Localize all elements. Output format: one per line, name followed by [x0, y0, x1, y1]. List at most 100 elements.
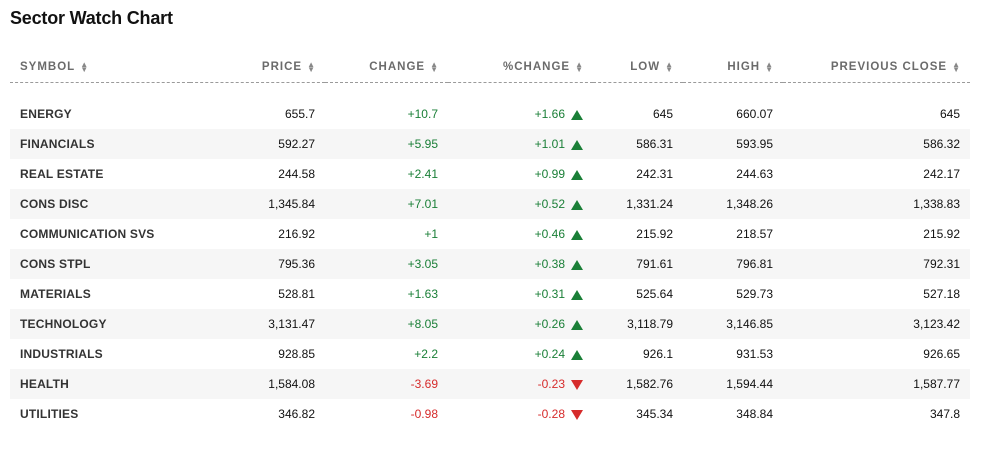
- symbol-cell[interactable]: INDUSTRIALS: [10, 339, 190, 369]
- pct-change-value: +0.26: [534, 317, 565, 331]
- table-body: ENERGY 655.7 +10.7 +1.66 645 660.07 645 …: [10, 83, 970, 429]
- symbol-cell[interactable]: REAL ESTATE: [10, 159, 190, 189]
- pct-change-cell: -0.23: [448, 369, 593, 399]
- header-spacer: [10, 83, 970, 100]
- high-cell: 931.53: [683, 339, 783, 369]
- symbol-cell[interactable]: UTILITIES: [10, 399, 190, 429]
- high-cell: 3,146.85: [683, 309, 783, 339]
- column-header-previous-close[interactable]: PREVIOUS CLOSE ▲ ▼: [830, 59, 960, 74]
- price-cell: 1,345.84: [190, 189, 325, 219]
- high-cell: 660.07: [683, 99, 783, 129]
- previous-close-cell: 215.92: [783, 219, 970, 249]
- pct-change-value: -0.28: [537, 407, 565, 421]
- pct-change-value: +0.38: [534, 257, 565, 271]
- price-cell: 528.81: [190, 279, 325, 309]
- symbol-cell[interactable]: CONS DISC: [10, 189, 190, 219]
- arrow-up-icon: [571, 289, 583, 300]
- change-cell: +10.7: [325, 99, 448, 129]
- change-cell: +2.41: [325, 159, 448, 189]
- table-row[interactable]: COMMUNICATION SVS 216.92 +1 +0.46 215.92…: [10, 219, 970, 249]
- change-cell: -3.69: [325, 369, 448, 399]
- arrow-up-icon: [571, 109, 583, 120]
- price-cell: 795.36: [190, 249, 325, 279]
- change-cell: +2.2: [325, 339, 448, 369]
- price-cell: 216.92: [190, 219, 325, 249]
- high-cell: 796.81: [683, 249, 783, 279]
- pct-change-value: +1.66: [534, 107, 565, 121]
- sort-up-down-icon[interactable]: ▲ ▼: [575, 59, 583, 74]
- low-cell: 645: [593, 99, 683, 129]
- symbol-cell[interactable]: ENERGY: [10, 99, 190, 129]
- sort-up-down-icon[interactable]: ▲ ▼: [765, 59, 773, 74]
- sector-table: SYMBOL ▲ ▼ PRICE ▲ ▼ CHANGE ▲ ▼ %CHANGE ▲ ▼ LOW ▲…: [10, 52, 970, 429]
- pct-change-cell: +0.99: [448, 159, 593, 189]
- table-row[interactable]: INDUSTRIALS 928.85 +2.2 +0.24 926.1 931.…: [10, 339, 970, 369]
- symbol-cell[interactable]: FINANCIALS: [10, 129, 190, 159]
- arrow-up-icon: [571, 229, 583, 240]
- pct-change-value: +0.52: [534, 197, 565, 211]
- table-row[interactable]: HEALTH 1,584.08 -3.69 -0.23 1,582.76 1,5…: [10, 369, 970, 399]
- sort-up-down-icon[interactable]: ▲ ▼: [665, 59, 673, 74]
- high-cell: 593.95: [683, 129, 783, 159]
- low-cell: 926.1: [593, 339, 683, 369]
- price-cell: 592.27: [190, 129, 325, 159]
- table-row[interactable]: CONS DISC 1,345.84 +7.01 +0.52 1,331.24 …: [10, 189, 970, 219]
- high-cell: 218.57: [683, 219, 783, 249]
- sort-up-down-icon[interactable]: ▲ ▼: [307, 59, 315, 74]
- symbol-cell[interactable]: TECHNOLOGY: [10, 309, 190, 339]
- pct-change-value: +0.99: [534, 167, 565, 181]
- arrow-up-icon: [571, 169, 583, 180]
- previous-close-cell: 1,338.83: [783, 189, 970, 219]
- pct-change-cell: +1.01: [448, 129, 593, 159]
- arrow-up-icon: [571, 349, 583, 360]
- column-header-symbol[interactable]: SYMBOL ▲ ▼: [20, 59, 89, 74]
- symbol-cell[interactable]: CONS STPL: [10, 249, 190, 279]
- change-cell: +7.01: [325, 189, 448, 219]
- sort-up-down-icon[interactable]: ▲ ▼: [80, 59, 89, 74]
- pct-change-cell: -0.28: [448, 399, 593, 429]
- low-cell: 242.31: [593, 159, 683, 189]
- pct-change-value: +0.31: [534, 287, 565, 301]
- pct-change-value: +0.46: [534, 227, 565, 241]
- pct-change-value: -0.23: [537, 377, 565, 391]
- column-header-price[interactable]: PRICE ▲ ▼: [261, 59, 315, 74]
- arrow-down-icon: [571, 379, 583, 390]
- table-row[interactable]: TECHNOLOGY 3,131.47 +8.05 +0.26 3,118.79…: [10, 309, 970, 339]
- arrow-up-icon: [571, 199, 583, 210]
- pct-change-cell: +0.24: [448, 339, 593, 369]
- low-cell: 1,582.76: [593, 369, 683, 399]
- symbol-cell[interactable]: MATERIALS: [10, 279, 190, 309]
- symbol-cell[interactable]: COMMUNICATION SVS: [10, 219, 190, 249]
- table-row[interactable]: MATERIALS 528.81 +1.63 +0.31 525.64 529.…: [10, 279, 970, 309]
- high-cell: 1,348.26: [683, 189, 783, 219]
- previous-close-cell: 527.18: [783, 279, 970, 309]
- column-header-change[interactable]: CHANGE ▲ ▼: [369, 59, 438, 74]
- low-cell: 586.31: [593, 129, 683, 159]
- column-header-high[interactable]: HIGH ▲ ▼: [727, 59, 773, 74]
- price-cell: 346.82: [190, 399, 325, 429]
- table-row[interactable]: FINANCIALS 592.27 +5.95 +1.01 586.31 593…: [10, 129, 970, 159]
- table-row[interactable]: UTILITIES 346.82 -0.98 -0.28 345.34 348.…: [10, 399, 970, 429]
- change-cell: +1: [325, 219, 448, 249]
- sort-up-down-icon[interactable]: ▲ ▼: [430, 59, 438, 74]
- table-row[interactable]: REAL ESTATE 244.58 +2.41 +0.99 242.31 24…: [10, 159, 970, 189]
- arrow-up-icon: [571, 319, 583, 330]
- change-cell: +5.95: [325, 129, 448, 159]
- column-header-pct-change[interactable]: %CHANGE ▲ ▼: [503, 59, 583, 74]
- low-cell: 525.64: [593, 279, 683, 309]
- arrow-down-icon: [571, 409, 583, 420]
- arrow-up-icon: [571, 139, 583, 150]
- high-cell: 348.84: [683, 399, 783, 429]
- change-cell: +1.63: [325, 279, 448, 309]
- previous-close-cell: 792.31: [783, 249, 970, 279]
- column-header-low[interactable]: LOW ▲ ▼: [630, 59, 673, 74]
- previous-close-cell: 926.65: [783, 339, 970, 369]
- low-cell: 3,118.79: [593, 309, 683, 339]
- page-title: Sector Watch Chart: [10, 8, 173, 28]
- sort-up-down-icon[interactable]: ▲ ▼: [952, 59, 960, 74]
- previous-close-cell: 586.32: [783, 129, 970, 159]
- table-row[interactable]: CONS STPL 795.36 +3.05 +0.38 791.61 796.…: [10, 249, 970, 279]
- pct-change-cell: +0.26: [448, 309, 593, 339]
- symbol-cell[interactable]: HEALTH: [10, 369, 190, 399]
- table-row[interactable]: ENERGY 655.7 +10.7 +1.66 645 660.07 645: [10, 99, 970, 129]
